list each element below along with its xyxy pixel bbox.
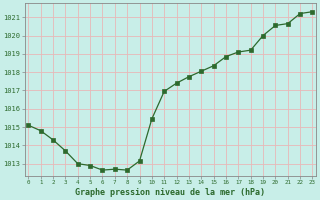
X-axis label: Graphe pression niveau de la mer (hPa): Graphe pression niveau de la mer (hPa) [76, 188, 265, 197]
